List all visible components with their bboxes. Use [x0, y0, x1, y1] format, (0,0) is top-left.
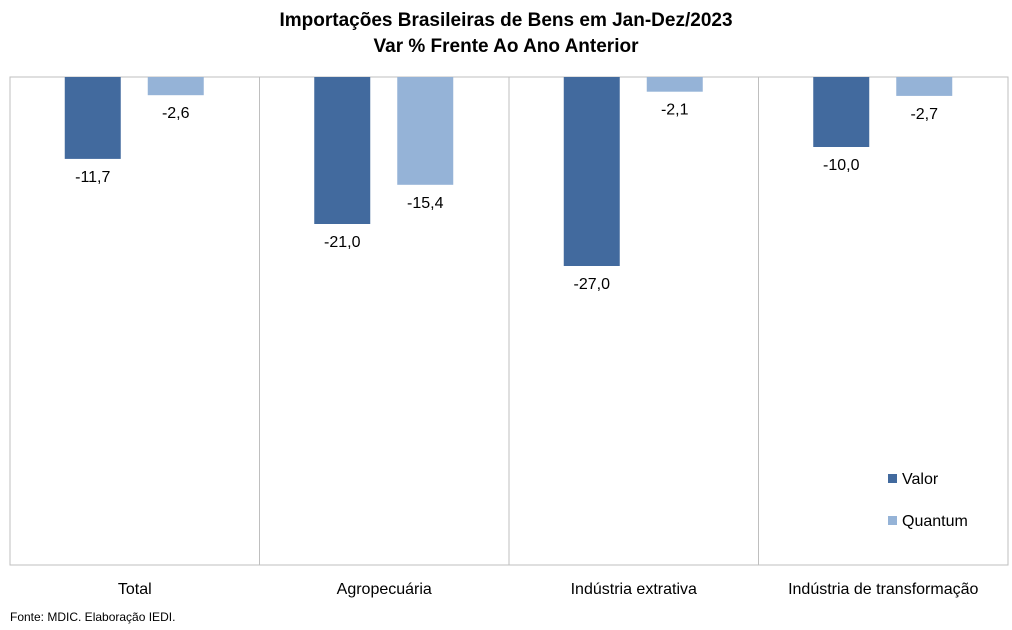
bar-valor [813, 77, 870, 147]
data-label-quantum: -2,6 [162, 105, 190, 122]
source-footnote: Fonte: MDIC. Elaboração IEDI. [10, 610, 176, 624]
data-label-valor: -27,0 [574, 276, 611, 293]
bar-quantum [397, 77, 454, 185]
bar-valor [563, 77, 620, 266]
bar-quantum [147, 77, 204, 96]
data-label-valor: -11,7 [75, 169, 110, 186]
category-label: Agropecuária [337, 581, 432, 598]
data-label-quantum: -2,7 [910, 106, 938, 123]
chart-subtitle: Var % Frente Ao Ano Anterior [373, 36, 639, 57]
legend-swatch-valor [888, 474, 897, 483]
chart-title-block: Importações Brasileiras de Bens em Jan-D… [0, 8, 1012, 60]
chart-title: Importações Brasileiras de Bens em Jan-D… [279, 10, 733, 31]
data-label-quantum: -15,4 [407, 195, 444, 212]
bar-quantum [896, 77, 953, 96]
legend-swatch-quantum [888, 516, 897, 525]
category-label: Total [118, 581, 152, 598]
legend-label-quantum: Quantum [902, 513, 968, 530]
legend-label-valor: Valor [902, 471, 939, 488]
data-label-valor: -10,0 [823, 157, 860, 174]
data-label-valor: -21,0 [324, 234, 361, 251]
bar-quantum [646, 77, 703, 92]
category-label: Indústria de transformação [788, 581, 978, 598]
data-label-quantum: -2,1 [661, 102, 689, 119]
category-label: Indústria extrativa [571, 581, 697, 598]
bar-valor [314, 77, 371, 224]
bar-valor [64, 77, 121, 159]
